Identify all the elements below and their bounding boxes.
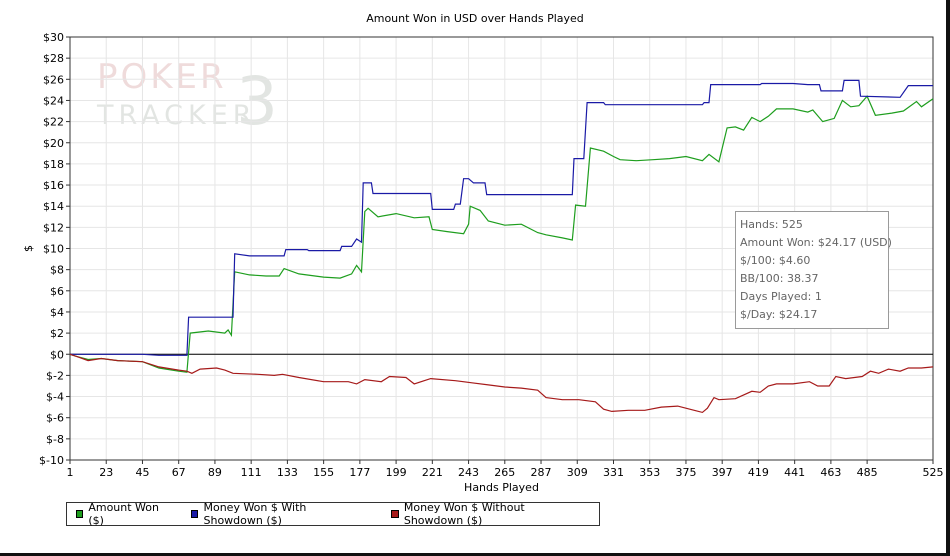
- x-tick-label: 397: [712, 466, 733, 479]
- stat-bb-100: BB/100: 38.37: [740, 272, 819, 285]
- y-tick-label: $-6: [46, 412, 64, 425]
- chart-title: Amount Won in USD over Hands Played: [366, 12, 584, 25]
- legend-label: Money Won $ With Showdown ($): [203, 501, 307, 527]
- y-axis-label: $: [22, 245, 35, 252]
- stat-hands: Hands: 525: [740, 218, 803, 231]
- x-axis-label: Hands Played: [464, 481, 539, 494]
- y-tick-label: $16: [43, 179, 64, 192]
- x-tick-label: 133: [277, 466, 298, 479]
- x-tick-label: 441: [784, 466, 805, 479]
- y-tick-label: $-2: [46, 369, 64, 382]
- x-tick-label: 287: [531, 466, 552, 479]
- x-tick-label: 265: [494, 466, 515, 479]
- y-tick-label: $22: [43, 116, 64, 129]
- stat-amount-won: Amount Won: $24.17 (USD): [740, 236, 892, 249]
- watermark-text-poker: POKER: [97, 57, 227, 97]
- legend-swatch-red: [391, 510, 399, 518]
- y-tick-label: $12: [43, 221, 64, 234]
- legend-label: Amount Won ($): [88, 501, 159, 527]
- stat-per-100: $/100: $4.60: [740, 254, 811, 267]
- y-tick-label: $6: [50, 285, 64, 298]
- stat-per-day: $/Day: $24.17: [740, 308, 818, 321]
- x-tick-label: 67: [172, 466, 186, 479]
- x-tick-label: 419: [748, 466, 769, 479]
- x-tick-label: 525: [923, 466, 944, 479]
- y-tick-label: $2: [50, 327, 64, 340]
- y-tick-label: $-8: [46, 433, 64, 446]
- legend-swatch-green: [76, 510, 84, 518]
- series-line-2: [70, 79, 933, 356]
- y-tick-label: $0: [50, 348, 64, 361]
- y-tick-label: $24: [43, 94, 64, 107]
- x-tick-label: 221: [422, 466, 443, 479]
- x-tick-label: 111: [241, 466, 262, 479]
- y-tick-label: $14: [43, 200, 64, 213]
- grid-lines: [70, 37, 933, 460]
- y-tick-label: $4: [50, 306, 64, 319]
- series-lines: [69, 79, 934, 414]
- poker-tracker-watermark-logo: POKER TRACKER 3: [96, 57, 278, 140]
- y-tick-label: $-10: [39, 454, 64, 467]
- x-tick-label: 309: [567, 466, 588, 479]
- legend-swatch-blue: [191, 510, 199, 518]
- x-tick-label: 463: [820, 466, 841, 479]
- stat-days-played: Days Played: 1: [740, 290, 822, 303]
- x-tick-label: 243: [458, 466, 479, 479]
- x-tick-label: 89: [208, 466, 222, 479]
- series-line-3: [69, 353, 934, 414]
- legend-label: Money Won $ Without Showdown ($): [403, 501, 525, 527]
- x-tick-label: 353: [639, 466, 660, 479]
- y-tick-label: $28: [43, 52, 64, 65]
- legend-item-with-showdown: Money Won $ With Showdown ($): [191, 501, 368, 527]
- series-line-1: [69, 95, 934, 373]
- y-tick-label: $20: [43, 137, 64, 150]
- tick-labels: $30 $28 $26 $24 $22 $20 $18 $16 $14 $12 $10 $8 $6 $4 $…: [22, 31, 944, 494]
- x-tick-label: 1: [67, 466, 74, 479]
- window-edge-bottom: [0, 553, 950, 556]
- x-tick-label: 23: [99, 466, 113, 479]
- x-tick-label: 177: [349, 466, 370, 479]
- x-tick-label: 199: [386, 466, 407, 479]
- legend: Amount Won ($) Money Won $ With Showdown…: [66, 501, 600, 527]
- x-tick-label: 331: [603, 466, 624, 479]
- legend-item-amount-won: Amount Won ($): [76, 501, 168, 527]
- watermark-text-tracker: TRACKER: [96, 100, 257, 131]
- x-tick-label: 45: [135, 466, 149, 479]
- stats-summary-box: Hands: 525 Amount Won: $24.17 (USD) $/10…: [735, 211, 892, 329]
- legend-item-without-showdown: Money Won $ Without Showdown ($): [391, 501, 585, 527]
- y-tick-label: $18: [43, 158, 64, 171]
- y-tick-label: $8: [50, 264, 64, 277]
- y-tick-label: $-4: [46, 391, 64, 404]
- x-tick-label: 485: [857, 466, 878, 479]
- watermark-mark-3: 3: [236, 63, 278, 140]
- y-tick-label: $30: [43, 31, 64, 44]
- window-edge-right: [946, 0, 950, 556]
- x-tick-label: 375: [675, 466, 696, 479]
- y-tick-label: $10: [43, 243, 64, 256]
- y-tick-label: $26: [43, 73, 64, 86]
- x-tick-label: 155: [313, 466, 334, 479]
- axes: [66, 36, 934, 464]
